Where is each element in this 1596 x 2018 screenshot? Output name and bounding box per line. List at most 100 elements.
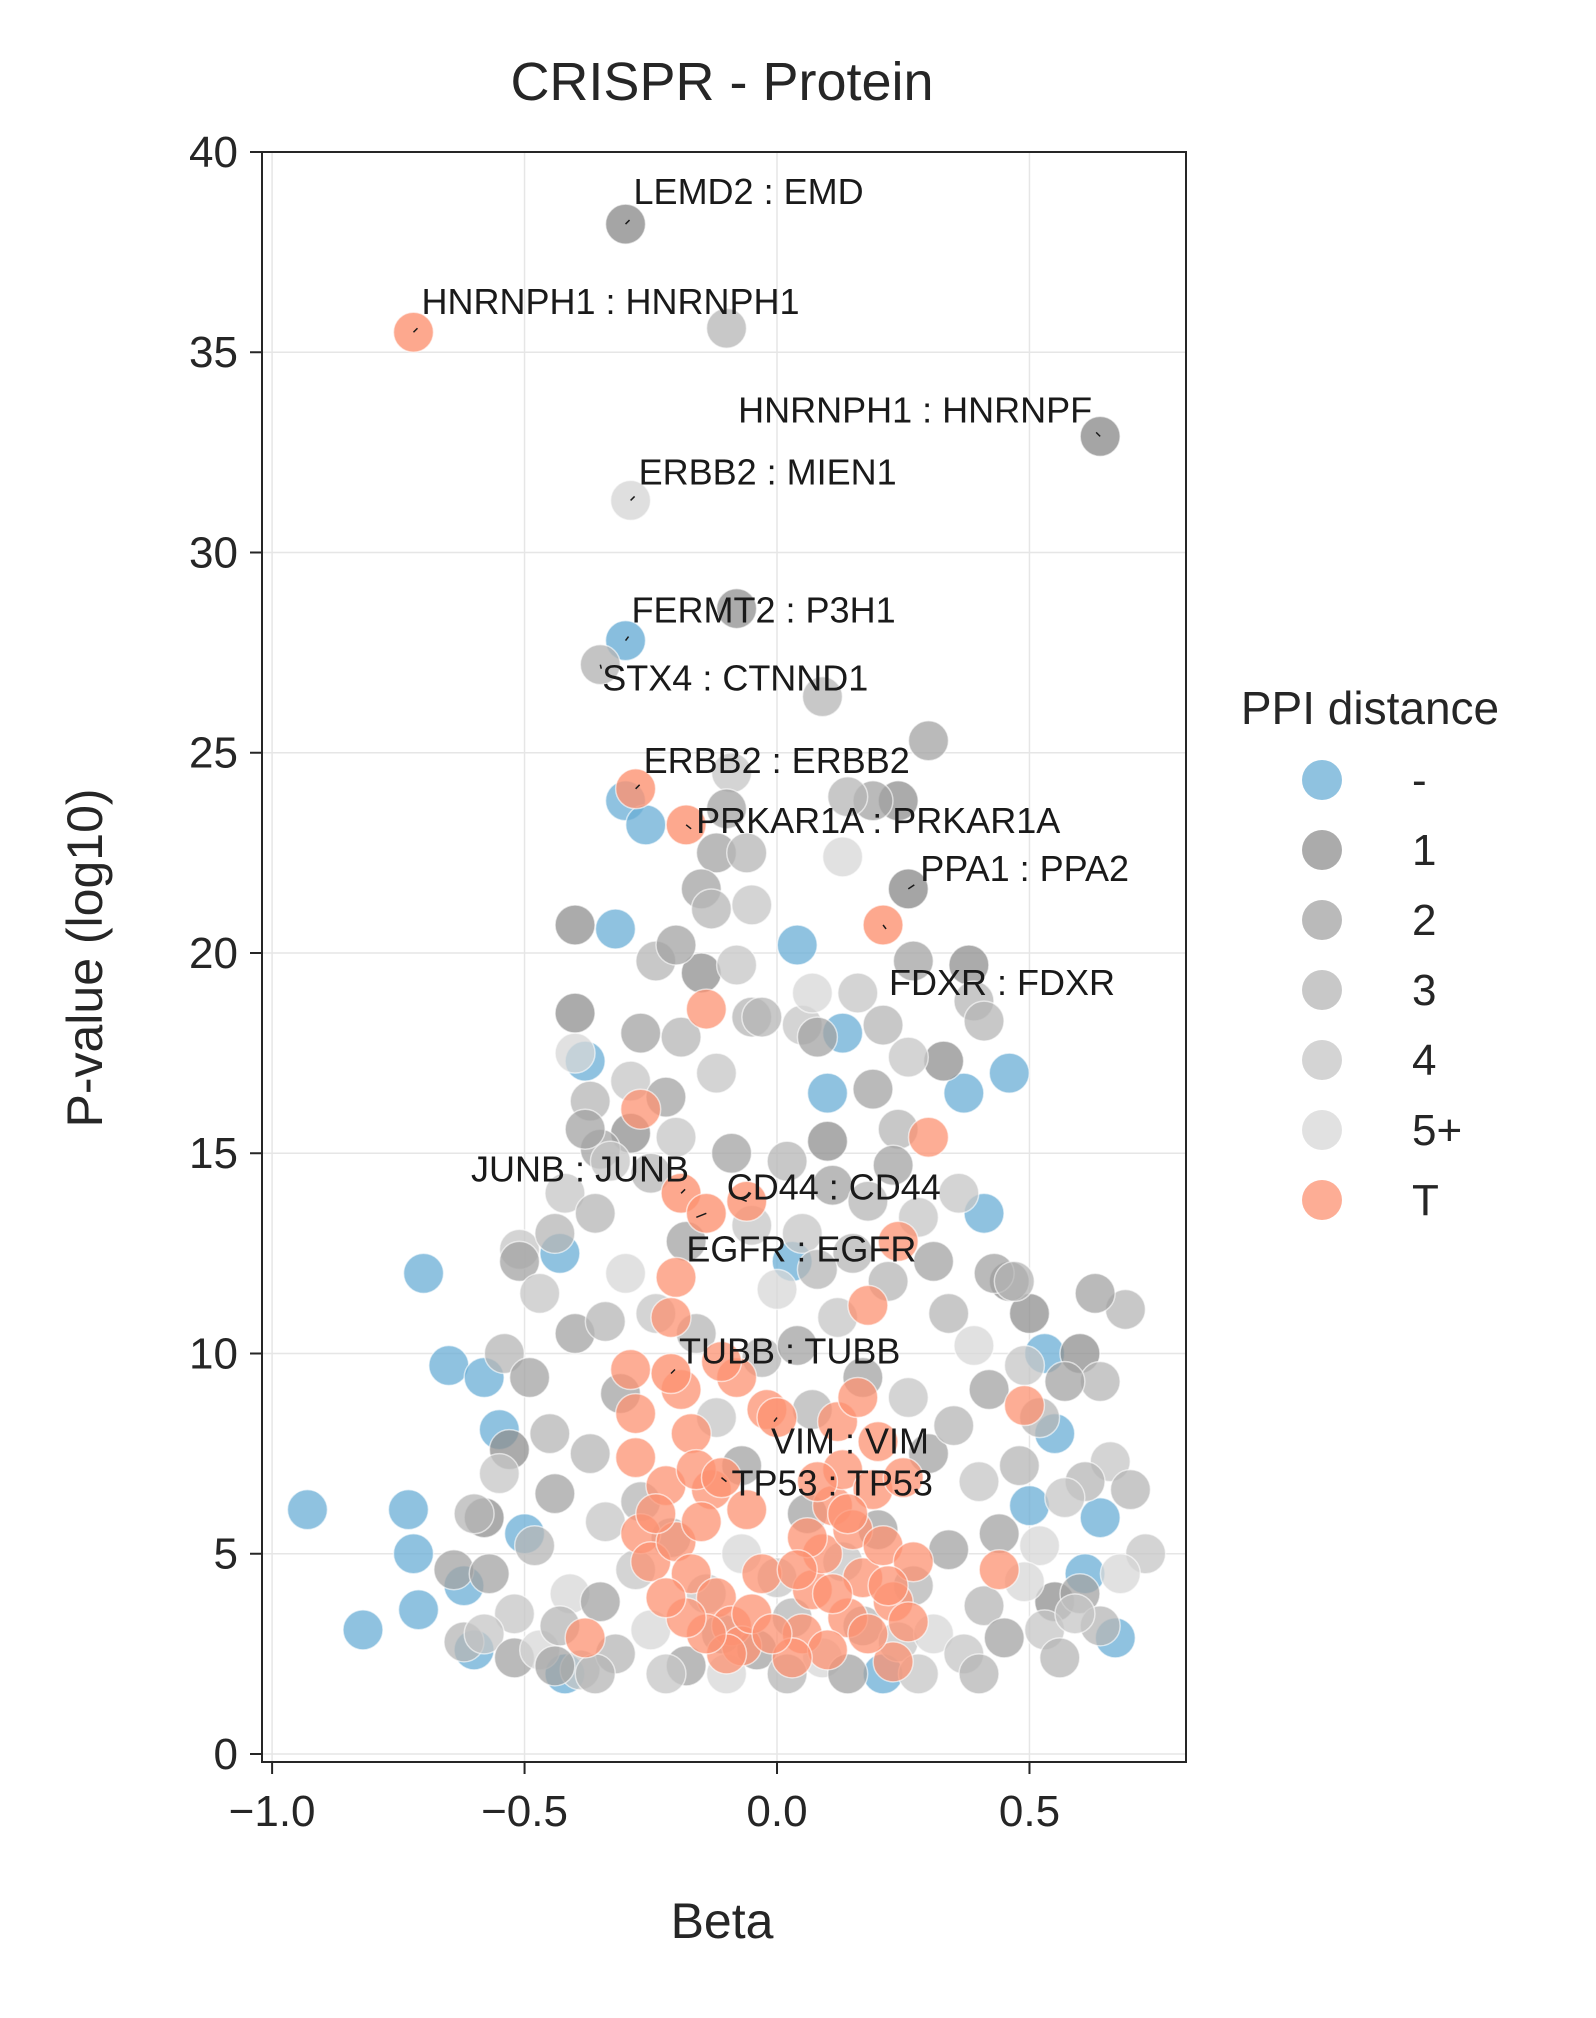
data-point-141: [776, 1324, 818, 1367]
y-tick-label-3: 15: [189, 1129, 238, 1178]
annotation-leader-1: [412, 327, 419, 333]
data-point-108: [604, 1252, 647, 1295]
data-point-260: [811, 1573, 854, 1615]
data-point-0: [286, 1488, 329, 1531]
data-point-236: [725, 1488, 768, 1531]
annotation-leader-4: [624, 636, 630, 642]
data-point-86: [690, 888, 733, 930]
data-point-221: [978, 1549, 1020, 1591]
data-point-162: [579, 1581, 622, 1623]
legend-marker-6: [1302, 1180, 1342, 1220]
data-point-198: [645, 1653, 687, 1695]
data-point-258: [847, 1613, 889, 1655]
data-point-212: [614, 1436, 657, 1479]
data-point-3: [392, 1532, 435, 1575]
data-point-185: [983, 1617, 1025, 1659]
legend: PPI distance - 1 2 3 4 5+ T: [1241, 682, 1499, 1225]
data-point-196: [534, 1645, 576, 1687]
data-point-44: [806, 1120, 849, 1162]
annotation-leader-6: [635, 784, 641, 790]
data-point-206: [877, 1220, 919, 1263]
annotation-label-0: LEMD2 : EMD: [634, 171, 864, 212]
data-point-220: [564, 1617, 606, 1659]
data-point-17: [988, 1052, 1031, 1094]
data-point-266: [776, 1549, 818, 1591]
data-point-114: [766, 1140, 808, 1183]
data-point-203: [958, 1653, 1000, 1695]
data-point-92: [852, 1068, 894, 1110]
data-point-113: [710, 1132, 753, 1174]
data-point-126: [493, 1593, 536, 1635]
data-point-194: [584, 1300, 627, 1343]
data-point-265: [700, 1340, 743, 1383]
annotation-leader-2: [1095, 431, 1101, 437]
data-point-90: [791, 972, 834, 1014]
y-axis-title: P-value (log10): [57, 788, 113, 1127]
annotation-leader-5: [599, 664, 603, 669]
x-tick-label-3: 0.5: [999, 1787, 1060, 1836]
annotation-leader-9: [882, 924, 887, 930]
data-point-60: [731, 884, 773, 926]
data-point-150: [978, 1512, 1020, 1555]
plot-frame: [261, 151, 1187, 1763]
data-point-261: [826, 1492, 869, 1535]
data-point-268: [751, 1613, 793, 1655]
annotation-label-2: HNRNPH1 : HNRNPF: [738, 389, 1092, 430]
data-point-89: [837, 972, 879, 1014]
data-point-254: [796, 1460, 839, 1503]
data-point-218: [847, 1284, 889, 1327]
data-point-131: [584, 1500, 627, 1543]
data-point-140: [756, 1268, 798, 1311]
annotation-label-9: FDXR : FDXR: [889, 962, 1115, 1003]
data-point-62: [1074, 1272, 1116, 1315]
legend-marker-0: [1302, 760, 1342, 800]
data-point-123: [478, 1452, 521, 1495]
data-point-81: [741, 996, 783, 1038]
data-point-191: [847, 1180, 889, 1223]
annotation-label-5: STX4 : CTNND1: [602, 658, 868, 699]
data-point-205: [685, 988, 728, 1030]
annotation-leader-13: [670, 1368, 676, 1375]
annotation-label-3: ERBB2 : MIEN1: [639, 451, 897, 492]
legend-label-5: 5+: [1412, 1106, 1462, 1155]
legend-label-1: 1: [1412, 826, 1436, 875]
x-axis: −1.0 −0.5 0.0 0.5: [229, 1762, 1060, 1836]
legend-title: PPI distance: [1241, 682, 1499, 734]
data-point-102: [518, 1272, 561, 1315]
data-point-49: [907, 719, 950, 762]
annotation-leader-3: [630, 495, 636, 501]
data-point-249: [882, 1456, 924, 1499]
data-point-15: [776, 924, 818, 966]
data-point-111: [660, 1016, 702, 1058]
grid-lines: [262, 151, 1186, 1762]
data-point-262: [635, 1492, 677, 1535]
data-point-151: [998, 1444, 1041, 1487]
annotation-leader-14: [773, 1417, 778, 1423]
annotation-leader-15: [721, 1477, 727, 1483]
data-point-83: [862, 1004, 904, 1046]
data-point-79: [655, 924, 697, 966]
annotation-leader-12: [696, 1212, 707, 1219]
data-point-237: [741, 1553, 783, 1595]
x-tick-label-2: 0.0: [746, 1787, 807, 1836]
data-point-211: [614, 1392, 657, 1435]
data-point-127: [513, 1524, 556, 1567]
annotation-label-11: CD44 : CD44: [727, 1166, 941, 1207]
data-point-97: [1003, 1344, 1046, 1387]
data-point-88: [725, 832, 768, 874]
data-point-204: [619, 1088, 662, 1130]
data-point-6: [428, 1344, 470, 1387]
data-point-5: [402, 1252, 445, 1295]
data-point-116: [811, 1164, 854, 1207]
data-point-12: [624, 804, 667, 846]
data-point-128: [534, 1472, 576, 1515]
data-point-192: [872, 1144, 914, 1187]
data-point-87: [705, 788, 748, 830]
data-point-207: [907, 1116, 950, 1158]
data-point-130: [569, 1432, 611, 1475]
legend-label-4: 4: [1412, 1036, 1436, 1085]
data-point-70: [498, 1240, 541, 1283]
data-point-119: [912, 1240, 955, 1283]
data-point-71: [544, 1172, 586, 1215]
